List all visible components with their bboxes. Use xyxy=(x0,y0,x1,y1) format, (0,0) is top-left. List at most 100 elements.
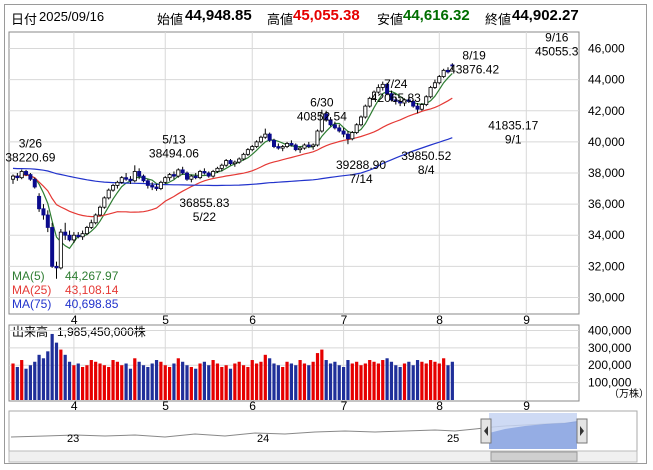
volume-bar-down xyxy=(124,363,128,400)
volume-bar-up xyxy=(263,354,267,400)
candle-down xyxy=(415,105,420,110)
candle-up xyxy=(198,171,203,179)
volume-bar-up xyxy=(115,361,119,400)
ma25-line xyxy=(12,97,453,218)
volume-month-label: 6 xyxy=(249,399,256,413)
candle-down xyxy=(50,227,55,267)
annotation-date: 9/1 xyxy=(505,132,522,146)
candle-down xyxy=(202,171,207,174)
candle-down xyxy=(332,124,337,129)
volume-tick-label: 300,000 xyxy=(588,341,632,355)
volume-bar-down xyxy=(150,363,154,400)
volume-bar-down xyxy=(37,354,41,400)
candle-up xyxy=(363,105,368,118)
candle-up xyxy=(424,96,429,105)
volume-bar-up xyxy=(94,361,98,400)
navigator-scrollbar[interactable] xyxy=(8,450,638,463)
candle-up xyxy=(437,76,442,84)
price-tick-label: 36,000 xyxy=(588,197,625,211)
candle-up xyxy=(158,181,163,189)
candle-down xyxy=(328,119,333,126)
volume-bar-up xyxy=(281,366,285,400)
ma25-label: MA(25) xyxy=(12,283,51,297)
annotation-value: 43876.42 xyxy=(449,63,499,77)
volume-bar-up xyxy=(159,361,163,400)
close-value: 44,902.27 xyxy=(512,7,579,24)
candle-up xyxy=(402,99,407,104)
volume-bar-up xyxy=(133,358,137,400)
volume-bar-up xyxy=(437,363,441,400)
volume-bar-up xyxy=(98,363,102,400)
volume-bar-down xyxy=(328,363,333,400)
volume-bar-down xyxy=(337,365,341,400)
price-month-label: 8 xyxy=(436,313,443,327)
candle-down xyxy=(445,69,450,73)
volume-bar-down xyxy=(411,365,415,400)
price-tick-label: 32,000 xyxy=(588,259,625,273)
candle-down xyxy=(337,127,342,132)
volume-bar-up xyxy=(424,363,428,400)
price-month-labels: 4 5 6 7 8 9 xyxy=(71,313,530,327)
annotation-value: 45055.3 xyxy=(535,44,579,58)
candle-down xyxy=(24,171,29,175)
volume-bar-up xyxy=(168,366,172,400)
candle-up xyxy=(215,167,220,172)
volume-bar-down xyxy=(276,365,280,400)
volume-bar-up xyxy=(163,365,167,400)
volume-bar-down xyxy=(289,363,293,400)
annotation-value: 38494.06 xyxy=(149,146,199,160)
volume-bar-up xyxy=(298,360,302,400)
annotation-date: 8/4 xyxy=(418,163,435,177)
volume-bar-up xyxy=(72,365,76,400)
price-header: 日付 2025/09/16 始値 44,948.85 高値 45,055.38 … xyxy=(5,5,648,29)
handle-right-arrow-icon xyxy=(580,426,584,436)
candle-up xyxy=(311,144,316,147)
candle-down xyxy=(37,195,42,210)
candle-up xyxy=(211,171,216,177)
candle-down xyxy=(137,171,142,177)
volume-bar-up xyxy=(198,363,202,400)
volume-bar-up xyxy=(220,366,224,400)
volume-bar-down xyxy=(146,366,150,400)
candle-up xyxy=(367,97,372,107)
volume-bar-down xyxy=(333,361,337,400)
annotation-value: 39850.52 xyxy=(401,149,451,163)
candle-up xyxy=(372,91,377,99)
volume-bar-up xyxy=(433,361,437,400)
candle-up xyxy=(245,149,250,155)
candle-down xyxy=(41,208,46,216)
volume-month-label: 8 xyxy=(436,399,443,413)
candle-up xyxy=(441,69,446,77)
annotation-date: 9/16 xyxy=(545,30,569,44)
candle-up xyxy=(98,206,103,216)
navigator-area xyxy=(489,421,577,449)
candle-up xyxy=(237,158,242,163)
price-tick-label: 40,000 xyxy=(588,135,625,149)
volume-bar-up xyxy=(376,363,380,400)
candle-down xyxy=(63,231,68,236)
annotation-date: 5/13 xyxy=(162,132,186,146)
candle-up xyxy=(232,161,237,165)
volume-bar-up xyxy=(302,363,307,400)
ma75-line xyxy=(12,137,453,187)
volume-bar-down xyxy=(67,361,72,400)
candle-down xyxy=(54,265,59,269)
ma75-label: MA(75) xyxy=(12,297,51,311)
volume-month-labels: 4 5 6 7 8 9 xyxy=(71,399,530,413)
volume-bar-down xyxy=(228,368,233,400)
scrollbar-thumb[interactable] xyxy=(490,451,578,462)
price-tick-label: 34,000 xyxy=(588,228,625,242)
ma5-label: MA(5) xyxy=(12,269,45,283)
volume-bar-down xyxy=(172,363,176,400)
price-month-label: 7 xyxy=(341,313,348,327)
volume-bar-up xyxy=(259,361,263,400)
candle-down xyxy=(193,175,198,179)
candle-up xyxy=(258,136,263,143)
volume-bar-up xyxy=(402,363,407,400)
volume-bar-down xyxy=(394,365,398,400)
volume-month-label: 4 xyxy=(71,399,78,413)
volume-bar-up xyxy=(189,366,193,400)
ma5-value: 44,267.97 xyxy=(65,269,119,283)
annotation-date: 3/26 xyxy=(19,137,43,151)
volume-bar-up xyxy=(315,353,320,400)
